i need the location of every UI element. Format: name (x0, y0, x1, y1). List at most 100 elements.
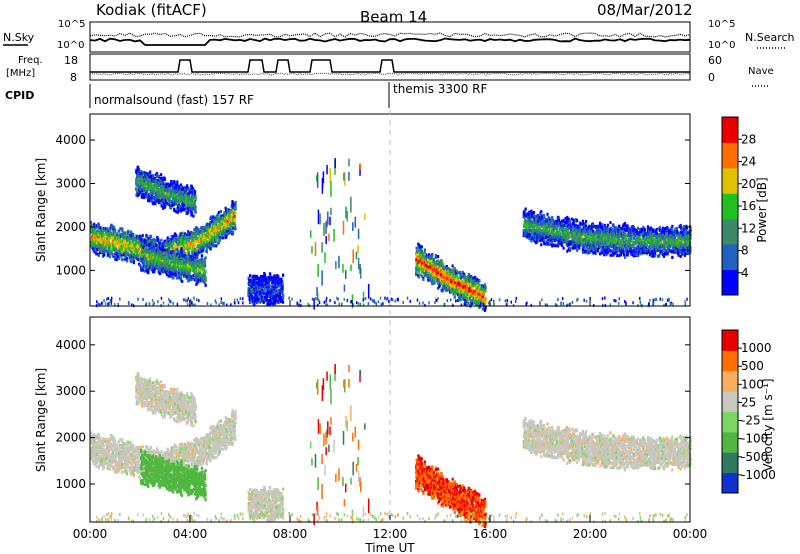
data-cell (150, 238, 153, 242)
data-cell (184, 261, 187, 265)
data-cell (214, 225, 217, 229)
data-cell (179, 204, 182, 208)
freq-left-tick-bottom: 8 (70, 71, 77, 84)
data-cell (233, 222, 236, 226)
data-cell (182, 248, 186, 252)
data-cell (150, 268, 153, 272)
data-cell (204, 279, 207, 283)
data-cell (417, 275, 420, 279)
data-cell (108, 229, 111, 233)
data-cell (165, 186, 168, 190)
data-cell (423, 250, 427, 254)
data-cell (154, 267, 157, 271)
data-cell (138, 251, 141, 255)
data-cell (93, 234, 96, 238)
data-cell (157, 201, 161, 205)
date-title: 08/Mar/2012 (597, 1, 693, 19)
data-cell (175, 210, 178, 214)
data-cell (118, 257, 121, 261)
data-cell (183, 203, 186, 207)
data-cell (185, 233, 189, 237)
data-cell (208, 235, 212, 239)
data-cell (453, 295, 456, 299)
data-cell (101, 230, 105, 234)
data-cell (149, 199, 152, 203)
data-cell (211, 244, 214, 248)
data-cell (176, 238, 179, 242)
data-cell (162, 205, 165, 209)
data-cell (118, 229, 121, 233)
data-cell (176, 207, 179, 211)
data-cell (181, 231, 184, 235)
data-cell (171, 255, 174, 259)
data-cell (158, 240, 162, 244)
data-cell (92, 249, 95, 253)
data-cell (190, 211, 194, 215)
data-cell (113, 228, 117, 232)
data-cell (219, 209, 223, 213)
data-cell (94, 250, 97, 254)
data-cell (140, 195, 143, 199)
data-cell (213, 221, 216, 225)
data-cell (165, 202, 168, 206)
data-cell (195, 227, 199, 231)
data-cell (172, 276, 175, 280)
data-cell (142, 183, 145, 187)
data-cell (118, 240, 121, 244)
data-cell (223, 214, 226, 218)
data-cell (172, 203, 175, 207)
data-cell (140, 254, 143, 258)
data-cell (191, 193, 195, 197)
noise-right-tick-bottom: 10^0 (708, 40, 735, 51)
data-cell (142, 192, 146, 196)
data-cell (103, 233, 106, 237)
data-cell (160, 176, 163, 180)
data-cell (174, 267, 178, 271)
data-cell (177, 244, 180, 248)
data-cell (130, 231, 133, 235)
data-cell (160, 248, 163, 252)
data-cell (107, 240, 110, 244)
data-cell (163, 205, 166, 209)
data-cell (106, 250, 109, 254)
data-cell (166, 238, 169, 242)
data-cell (145, 189, 149, 193)
data-cell (121, 229, 124, 233)
data-cell (148, 172, 151, 176)
data-cell (154, 245, 157, 249)
data-cell (281, 294, 285, 298)
noise-left-tick-bottom: 10^0 (57, 40, 84, 51)
data-cell (215, 244, 218, 248)
data-cell (175, 245, 178, 249)
data-cell (125, 241, 128, 245)
data-cell (192, 201, 195, 205)
data-cell (232, 205, 235, 209)
data-cell (467, 282, 470, 286)
data-cell (190, 213, 193, 217)
data-cell (177, 272, 181, 276)
data-cell (148, 178, 151, 182)
data-cell (98, 227, 102, 231)
data-cell (234, 227, 237, 231)
data-cell (151, 243, 155, 247)
power-data (90, 158, 692, 312)
data-cell (168, 197, 172, 201)
data-cell (223, 223, 226, 227)
data-cell (251, 291, 254, 295)
nsky-trace (89, 37, 691, 46)
data-cell (152, 174, 155, 178)
data-cell (144, 171, 147, 175)
data-cell (212, 227, 215, 231)
data-cell (204, 256, 207, 260)
data-cell (277, 300, 280, 304)
data-cell (229, 229, 232, 233)
data-cell (474, 275, 477, 279)
data-cell (456, 271, 459, 275)
data-cell (134, 238, 138, 242)
data-cell (189, 190, 192, 194)
data-cell (145, 246, 148, 250)
data-cell (208, 225, 212, 229)
data-cell (159, 195, 162, 199)
data-cell (215, 238, 218, 242)
data-cell (196, 255, 199, 259)
